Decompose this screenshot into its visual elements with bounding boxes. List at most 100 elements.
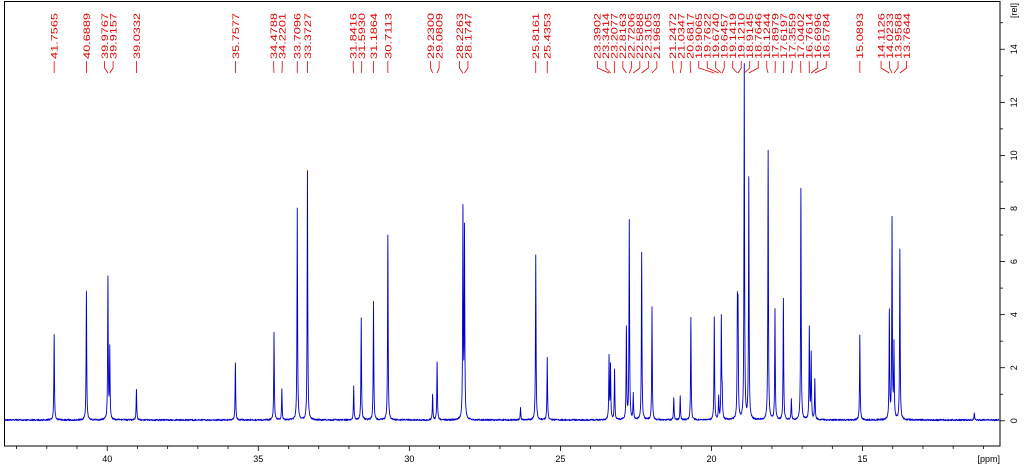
peak-label: 22.5888 xyxy=(635,13,646,59)
y-axis-title: [rel] xyxy=(1009,3,1019,18)
peak-label: 22.7206 xyxy=(627,13,638,59)
peak-leader-line xyxy=(814,61,827,74)
peak-label: 17.3559 xyxy=(788,13,799,59)
peak-label: 33.3727 xyxy=(303,13,314,59)
x-tick-label: 25 xyxy=(555,454,565,464)
peak-label: 19.9065 xyxy=(694,13,705,59)
peak-label: 23.3414 xyxy=(601,13,612,59)
y-tick-label: 14 xyxy=(1009,44,1019,54)
peak-label: 29.0809 xyxy=(435,13,446,59)
peak-leader-line xyxy=(893,61,899,74)
spectrum-layer xyxy=(4,63,1000,422)
peak-leader-line xyxy=(715,61,722,74)
y-tick-label: 0 xyxy=(1009,418,1019,423)
peak-leader-line xyxy=(899,61,907,74)
peak-label: 18.1244 xyxy=(762,13,773,59)
peak-leader-line xyxy=(810,61,819,74)
peak-leader-line xyxy=(459,61,464,74)
peak-label: 31.5930 xyxy=(357,13,368,59)
peak-label: 29.2300 xyxy=(426,13,437,59)
peak-label: 34.2201 xyxy=(278,13,289,59)
peak-label: 34.4788 xyxy=(269,13,280,59)
peak-label: 17.6197 xyxy=(779,13,790,59)
peak-label: 17.0402 xyxy=(796,13,807,59)
y-axis: 0 2 4 6 8 10 12 14 xyxy=(1000,22,1019,423)
plot-frame xyxy=(4,1,1001,447)
peak-label: 35.7577 xyxy=(231,13,242,59)
peak-leader-line xyxy=(743,61,751,74)
peak-leader-line xyxy=(748,61,759,74)
peak-leader-line xyxy=(622,61,627,74)
peak-leader-line xyxy=(732,61,738,74)
peak-leader-line xyxy=(721,61,725,74)
peak-label: 14.0233 xyxy=(885,13,896,59)
peak-label: 18.7646 xyxy=(754,13,765,59)
peak-leader-line xyxy=(633,61,641,74)
x-axis-title: [ppm] xyxy=(977,454,1000,464)
peak-label: 16.5784 xyxy=(822,13,833,59)
peak-label: 31.8416 xyxy=(349,13,360,59)
x-tick-label: 20 xyxy=(706,454,716,464)
x-tick-label: 15 xyxy=(858,454,868,464)
peak-label: 19.1210 xyxy=(737,13,748,59)
peak-leader-line xyxy=(628,61,632,74)
peak-label: 28.1747 xyxy=(463,13,474,59)
peak-label: 13.9588 xyxy=(893,13,904,59)
peak-label: 20.6817 xyxy=(686,13,697,59)
peak-leader-line xyxy=(430,61,433,74)
peak-leader-line xyxy=(641,61,649,74)
peak-leader-line xyxy=(880,61,890,74)
y-tick-label: 2 xyxy=(1009,365,1019,370)
peak-label: 16.6996 xyxy=(813,13,824,59)
peak-label: 25.8161 xyxy=(531,13,542,59)
peak-label: 25.4353 xyxy=(543,13,554,59)
peak-label: 39.0332 xyxy=(132,13,143,59)
peak-label: 23.3902 xyxy=(593,13,604,59)
y-tick-label: 6 xyxy=(1009,259,1019,264)
peak-label: 19.6740 xyxy=(711,13,722,59)
peak-label: 19.6457 xyxy=(720,13,731,59)
peak-label: 39.9767 xyxy=(100,13,111,59)
peak-label: 13.7644 xyxy=(902,13,913,59)
y-tick-label: 4 xyxy=(1009,312,1019,317)
peak-leader-line xyxy=(464,61,469,74)
peak-leader-line xyxy=(698,61,715,74)
peak-leader-line xyxy=(737,61,742,74)
peak-leader-line xyxy=(689,61,692,74)
peak-label: 30.7113 xyxy=(383,13,394,59)
spectrum-line xyxy=(4,63,1000,422)
x-tick-label: 35 xyxy=(253,454,263,464)
peak-label: 18.9145 xyxy=(745,13,756,59)
peak-label: 28.2263 xyxy=(455,13,466,59)
peak-label: 21.0347 xyxy=(677,13,688,59)
peak-leader-line xyxy=(651,61,658,74)
peak-leader-line xyxy=(889,61,893,74)
peak-leader-line xyxy=(436,61,440,74)
peak-label: 21.9683 xyxy=(652,13,663,59)
peak-label: 17.8979 xyxy=(771,13,782,59)
peak-label: 22.8163 xyxy=(618,13,629,59)
y-tick-label: 10 xyxy=(1009,150,1019,160)
peak-label: 31.1864 xyxy=(369,13,380,59)
peak-label: 19.1419 xyxy=(728,13,739,59)
x-tick-label: 30 xyxy=(404,454,414,464)
y-tick-label: 12 xyxy=(1009,97,1019,107)
peak-label: 33.7096 xyxy=(293,13,304,59)
peak-leader-line xyxy=(109,61,114,74)
peak-leader-line xyxy=(706,61,719,74)
peak-label: 16.7614 xyxy=(805,13,816,59)
peak-leader-line xyxy=(766,61,769,74)
peak-label: 15.0893 xyxy=(855,13,866,59)
peak-leader-line xyxy=(352,61,355,74)
peak-label: 21.2472 xyxy=(668,13,679,59)
x-axis: 40 35 30 25 20 15 xyxy=(16,446,984,464)
peak-label: 40.6889 xyxy=(82,13,93,59)
peak-leader-line xyxy=(596,61,610,74)
peak-leader-line xyxy=(605,61,611,74)
x-tick-label: 40 xyxy=(102,454,112,464)
peak-leader-line xyxy=(104,61,109,74)
peak-label: 22.3105 xyxy=(644,13,655,59)
peak-label: 19.7622 xyxy=(703,13,714,59)
